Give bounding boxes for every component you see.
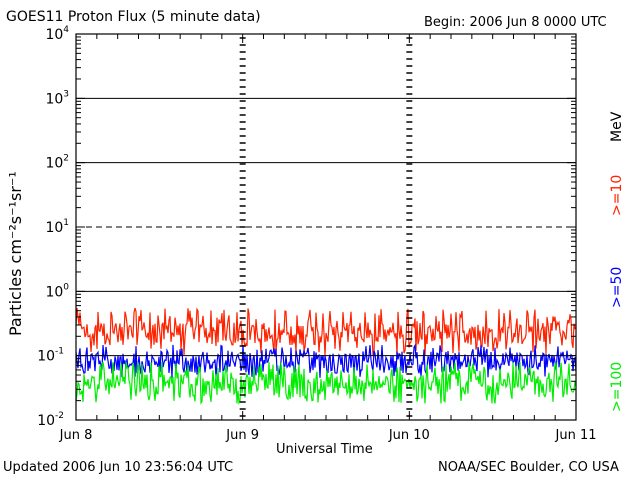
chart-title: GOES11 Proton Flux (5 minute data) [6,9,261,25]
series-line-1 [75,343,577,378]
y-tick-label-1: 103 [45,89,69,107]
x-tick-label-3: Jun 11 [555,428,597,443]
y-axis-label: Particles cm⁻²s⁻¹sr⁻¹ [6,171,25,336]
x-tick-label-2: Jun 10 [388,428,430,443]
y-tick-label-0: 104 [45,25,69,43]
y-tick-label-5: 10-1 [37,347,64,365]
y-tick-label-4: 100 [45,282,69,300]
updated-timestamp: Updated 2006 Jun 10 23:56:04 UTC [3,460,234,475]
x-tick-label-1: Jun 9 [225,428,259,443]
plot-frame [75,33,577,421]
legend-ge10: >=10 [609,174,625,216]
begin-time: Begin: 2006 Jun 8 0000 UTC [424,15,607,30]
legend-ge100: >=100 [609,361,625,412]
y-tick-label-6: 10-2 [37,411,64,429]
series-line-2 [75,361,577,405]
y-tick-label-3: 101 [45,218,69,236]
x-axis-label: Universal Time [276,442,373,457]
legend-unit: MeV [609,111,625,142]
x-tick-label-0: Jun 8 [59,428,93,443]
series-line-0 [75,307,577,356]
credit-line: NOAA/SEC Boulder, CO USA [438,460,619,475]
y-tick-label-2: 102 [45,154,69,172]
legend-ge50: >=50 [609,266,625,308]
